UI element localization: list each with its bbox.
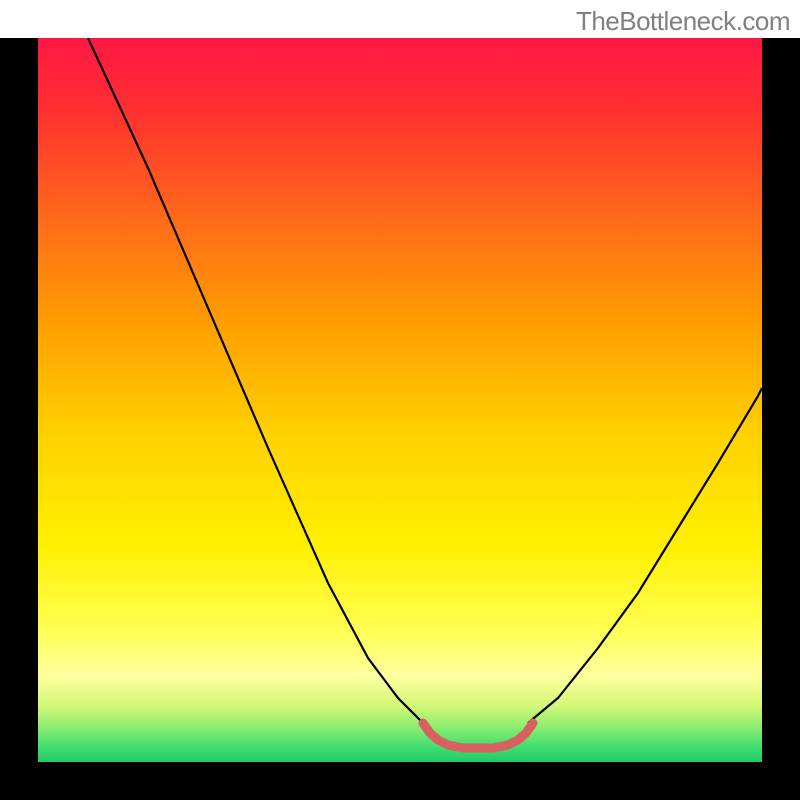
- frame-right: [762, 38, 800, 800]
- frame-bottom: [0, 762, 800, 800]
- frame-left: [0, 38, 38, 800]
- plot-svg: [38, 38, 762, 762]
- chart-container: TheBottleneck.com: [0, 0, 800, 800]
- watermark-text: TheBottleneck.com: [576, 6, 790, 37]
- plot-area: [38, 38, 762, 762]
- gradient-background: [38, 38, 762, 762]
